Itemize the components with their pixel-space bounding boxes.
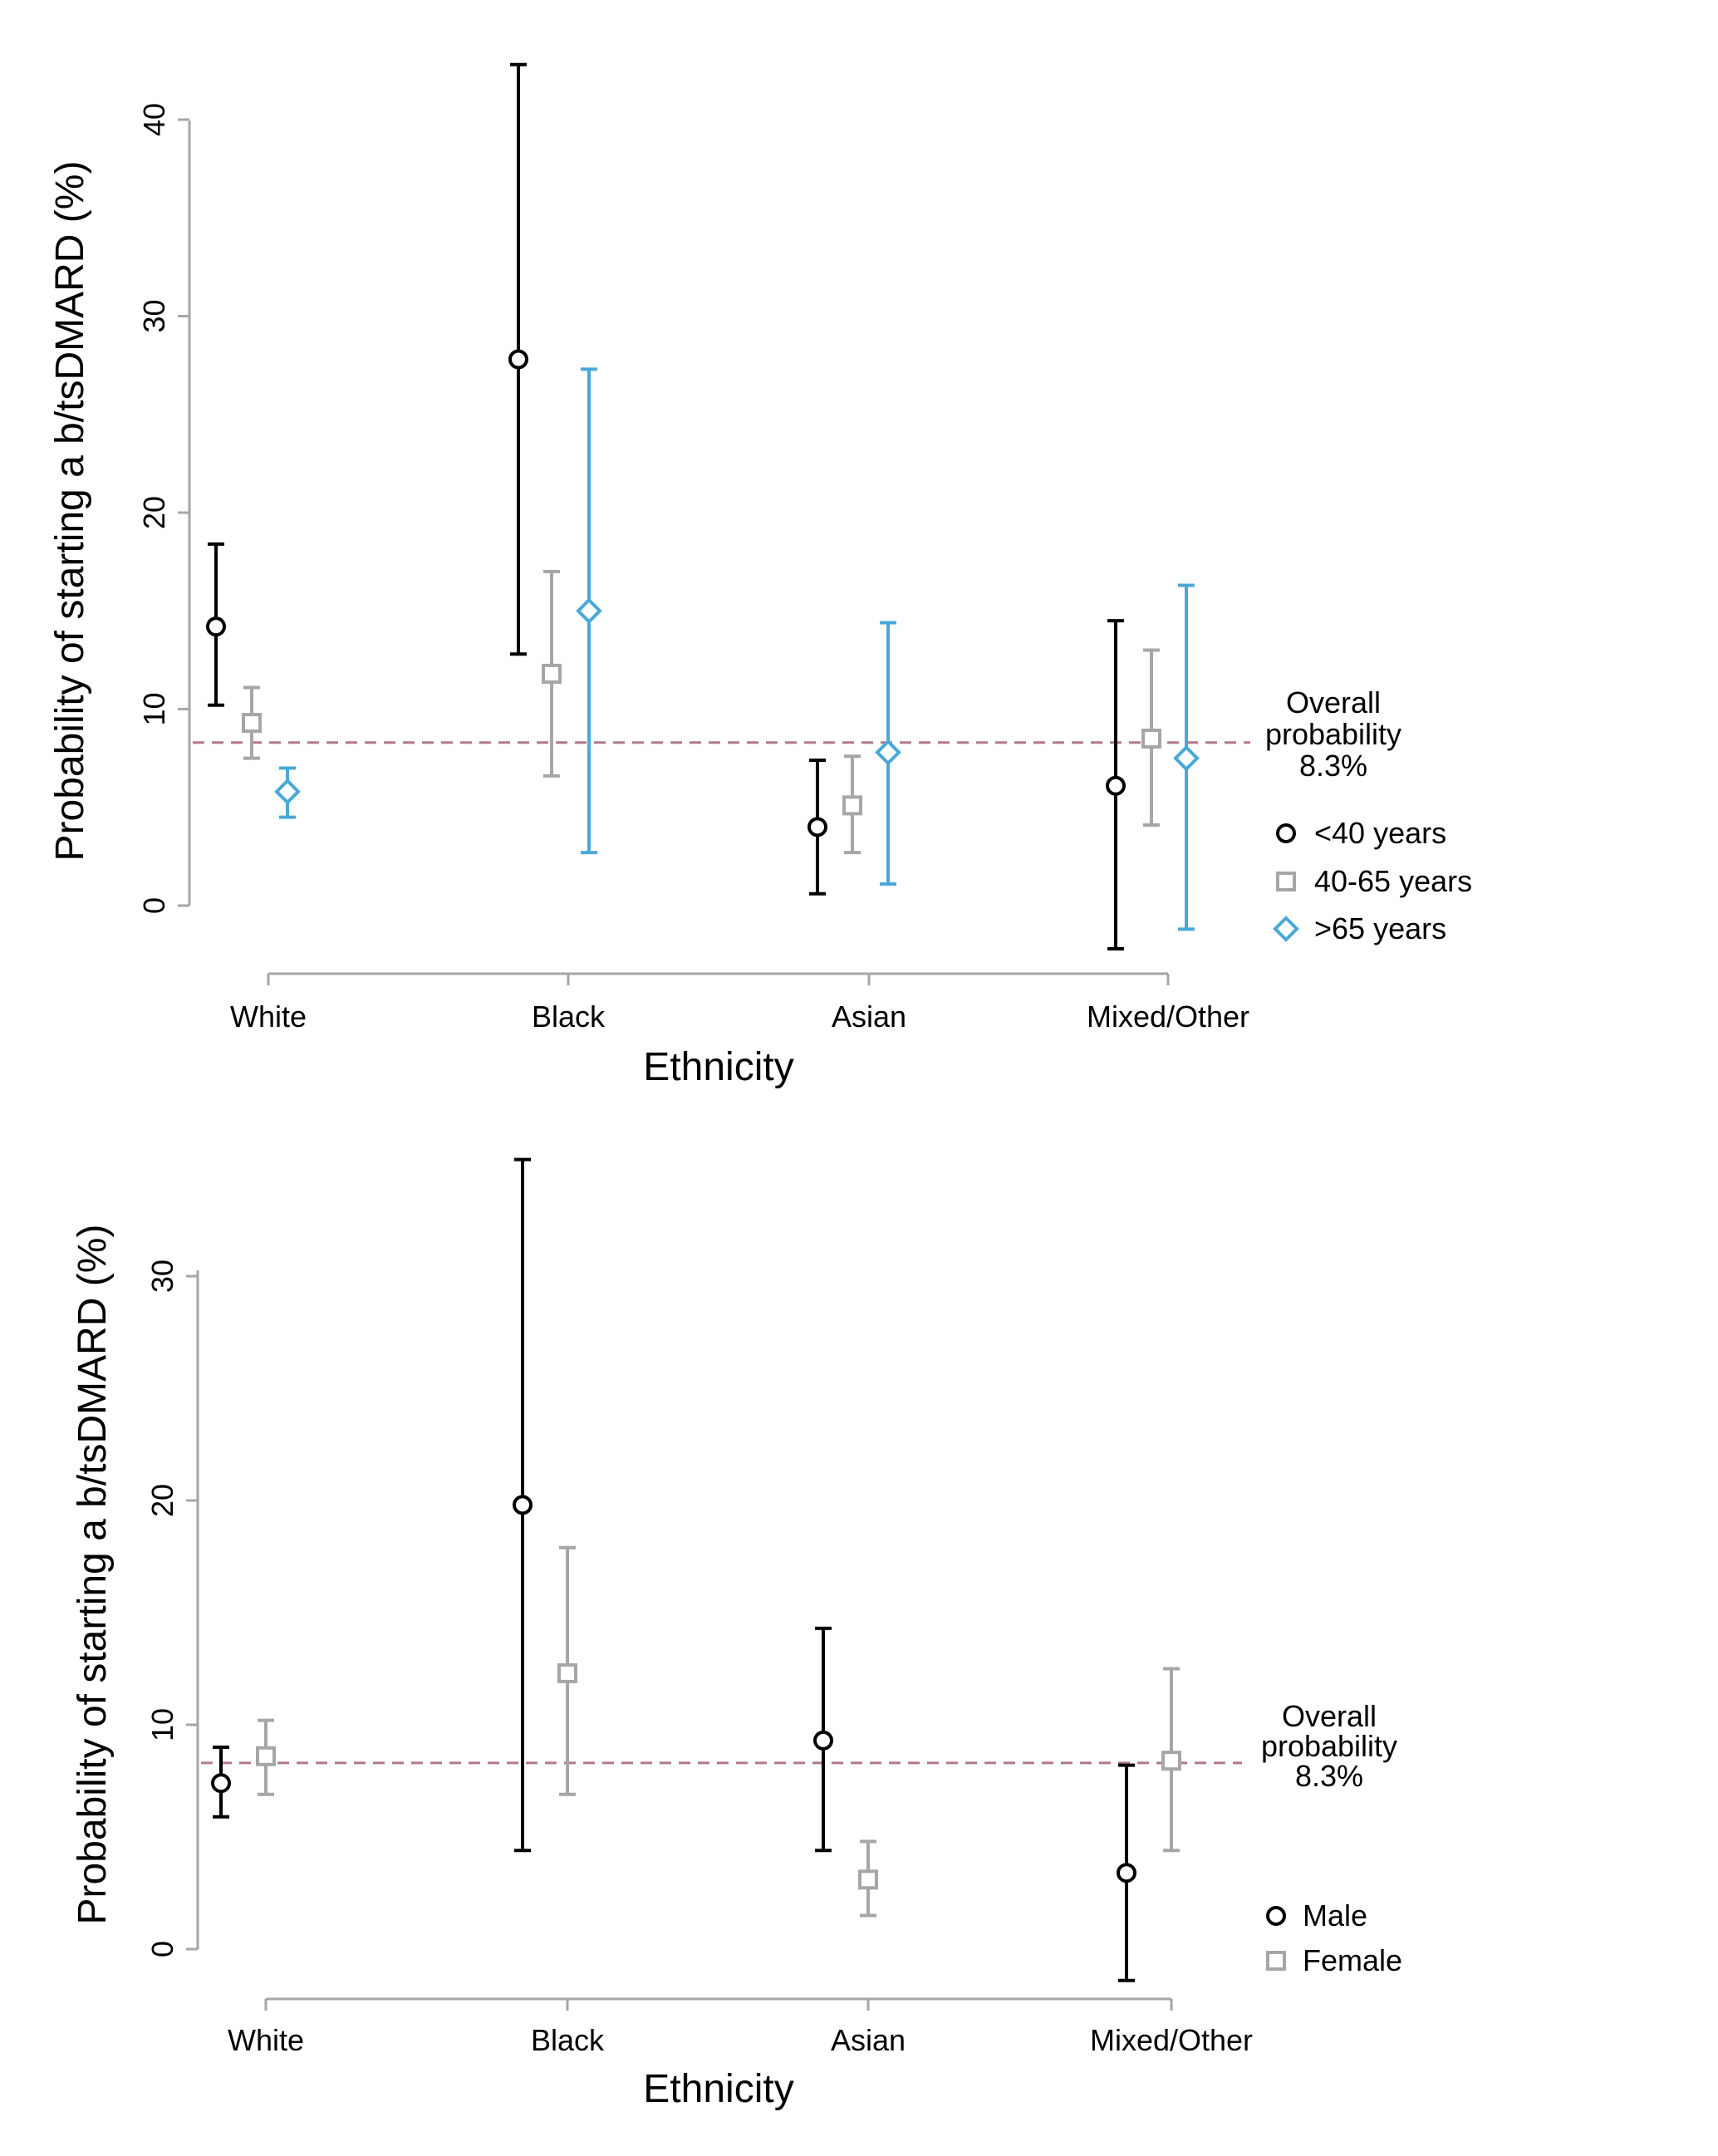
data-point bbox=[1161, 1751, 1181, 1771]
legend-label: Female bbox=[1303, 1943, 1402, 1977]
data-point-bg bbox=[815, 1731, 832, 1749]
data-point-bg bbox=[510, 351, 527, 368]
y-axis-title: Probability of starting a b/tsDMARD (%) bbox=[71, 1225, 115, 1925]
series-1 bbox=[242, 569, 1161, 855]
data-point-bg bbox=[1143, 729, 1160, 747]
data-point-bg bbox=[213, 1775, 229, 1792]
x-tick-label: Black bbox=[532, 999, 606, 1034]
legend-marker bbox=[1276, 823, 1296, 843]
data-point-bg bbox=[1107, 777, 1124, 794]
legend-label: Male bbox=[1303, 1898, 1367, 1933]
data-point-bg bbox=[809, 818, 826, 836]
y-tick-label: 40 bbox=[137, 103, 171, 136]
y-axis-title: Probability of starting a b/tsDMARD (%) bbox=[48, 161, 92, 862]
legend-marker bbox=[1276, 872, 1296, 891]
data-point-bg bbox=[258, 1747, 274, 1765]
legend-label: <40 years bbox=[1314, 816, 1446, 850]
data-point bbox=[206, 616, 226, 637]
data-point bbox=[1117, 1863, 1136, 1883]
legend-marker bbox=[1266, 1951, 1286, 1971]
data-point bbox=[1106, 775, 1126, 796]
data-point bbox=[813, 1730, 833, 1751]
data-point-bg bbox=[877, 741, 899, 764]
data-point bbox=[875, 739, 901, 766]
data-point bbox=[513, 1495, 533, 1515]
x-axis-title: Ethnicity bbox=[643, 1045, 793, 1089]
data-point bbox=[1141, 728, 1161, 749]
x-tick-label: Mixed/Other bbox=[1090, 2023, 1253, 2057]
x-tick-label: Asian bbox=[831, 2023, 906, 2057]
series-0 bbox=[211, 1157, 1136, 1982]
overall-probability-label: probability bbox=[1261, 1729, 1397, 1763]
data-point-bg bbox=[277, 780, 298, 803]
data-point-bg bbox=[208, 618, 224, 636]
overall-probability-label: 8.3% bbox=[1299, 749, 1367, 783]
data-point-bg bbox=[1176, 747, 1197, 769]
y-tick-label: 0 bbox=[145, 1941, 179, 1957]
data-point bbox=[858, 1869, 878, 1890]
legend-label: >65 years bbox=[1314, 911, 1446, 945]
overall-probability-label: Overall bbox=[1282, 1699, 1377, 1733]
x-tick-label: Black bbox=[531, 2023, 605, 2057]
overall-probability-label: Overall bbox=[1286, 685, 1381, 719]
data-point bbox=[1173, 744, 1200, 772]
y-tick-label: 30 bbox=[137, 299, 171, 332]
x-axis-title: Ethnicity bbox=[643, 2067, 793, 2111]
data-point bbox=[557, 1662, 577, 1683]
data-point bbox=[576, 597, 602, 625]
legend-label: 40-65 years bbox=[1314, 864, 1472, 898]
data-point bbox=[807, 817, 827, 837]
data-point-bg bbox=[578, 600, 600, 622]
series-0 bbox=[206, 62, 1126, 951]
y-tick-label: 10 bbox=[137, 692, 171, 725]
y-tick-label: 0 bbox=[137, 897, 171, 914]
data-point bbox=[211, 1773, 231, 1794]
x-tick-label: White bbox=[228, 2023, 304, 2057]
data-point-bg bbox=[1118, 1864, 1135, 1882]
data-point bbox=[256, 1746, 276, 1766]
data-point bbox=[508, 349, 528, 370]
y-tick-label: 30 bbox=[145, 1260, 179, 1293]
data-point-bg bbox=[1163, 1752, 1180, 1770]
data-point-bg bbox=[844, 797, 861, 814]
data-point-bg bbox=[243, 715, 260, 732]
x-tick-label: White bbox=[230, 999, 307, 1034]
y-tick-label: 10 bbox=[145, 1708, 179, 1741]
data-point bbox=[274, 778, 301, 805]
legend-marker bbox=[1273, 916, 1299, 942]
data-point-bg bbox=[543, 665, 560, 682]
overall-probability-label: probability bbox=[1265, 717, 1401, 751]
series-2 bbox=[274, 367, 1200, 931]
data-point bbox=[242, 713, 262, 734]
y-tick-label: 20 bbox=[145, 1484, 179, 1517]
chart-panel-age: 0 10 20 30 40 Probability of starting a b/tsD… bbox=[48, 62, 1472, 1089]
data-point-bg bbox=[559, 1664, 576, 1682]
y-tick-label: 20 bbox=[137, 496, 171, 529]
x-tick-label: Mixed/Other bbox=[1087, 999, 1249, 1034]
legend-marker bbox=[1266, 1906, 1286, 1926]
x-tick-label: Asian bbox=[832, 999, 906, 1034]
series-1 bbox=[256, 1545, 1181, 1918]
chart-panel-sex: 0 10 20 30 Probability of starting a b/tsDMA… bbox=[71, 1157, 1402, 2111]
overall-probability-label: 8.3% bbox=[1295, 1759, 1363, 1793]
data-point-bg bbox=[514, 1496, 531, 1514]
data-point-bg bbox=[860, 1871, 876, 1888]
data-point bbox=[542, 663, 562, 684]
data-point bbox=[842, 795, 862, 816]
